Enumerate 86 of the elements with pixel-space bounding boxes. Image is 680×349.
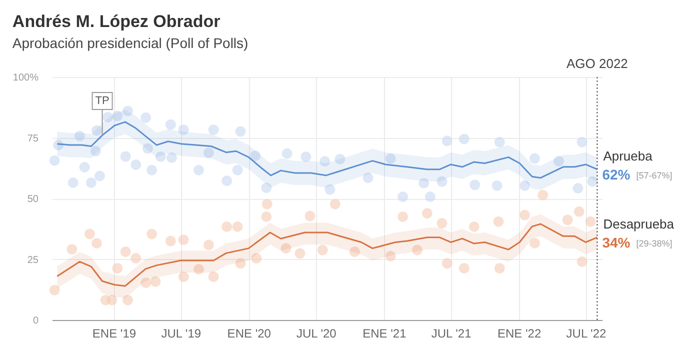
y-tick-label: 75	[27, 133, 39, 144]
point	[294, 248, 306, 259]
point	[208, 124, 219, 135]
point	[84, 228, 95, 240]
point	[398, 211, 408, 222]
point	[94, 170, 105, 182]
point	[282, 148, 292, 159]
point	[317, 244, 328, 256]
x-tick-label: ENE '19	[92, 326, 136, 340]
point	[300, 151, 312, 162]
point	[529, 153, 540, 164]
x-tick-label: JUL '22	[566, 326, 606, 340]
point	[470, 180, 480, 190]
point	[140, 112, 152, 123]
point	[106, 294, 118, 306]
point	[572, 183, 584, 194]
point	[458, 263, 470, 274]
point	[112, 263, 123, 274]
data-label: 62% [57-67%]	[602, 166, 672, 182]
y-tick-label: 0	[32, 316, 39, 326]
point	[79, 162, 90, 172]
point	[165, 236, 176, 246]
point	[458, 134, 470, 144]
annotation: TP	[95, 95, 110, 107]
point	[49, 155, 60, 166]
point	[120, 151, 131, 162]
point	[130, 159, 142, 170]
point	[232, 221, 243, 232]
point	[574, 206, 584, 217]
series-label: Aprueba	[603, 148, 654, 164]
point	[86, 177, 96, 188]
point	[66, 244, 78, 255]
point	[330, 198, 340, 210]
chart-title: Andrés M. López Obrador	[12, 12, 221, 31]
point	[68, 177, 78, 188]
point	[146, 228, 158, 240]
x-tick-label: JUL '20	[296, 326, 337, 340]
point	[422, 208, 432, 219]
point	[436, 218, 448, 229]
point	[208, 272, 219, 282]
point	[520, 210, 530, 220]
x-tick-label: ENE '20	[227, 326, 272, 340]
point	[492, 180, 502, 191]
point	[120, 246, 131, 257]
point	[261, 211, 272, 222]
point	[193, 164, 204, 176]
point	[203, 240, 214, 250]
point	[91, 238, 102, 248]
data-label: 34% [29-38%]	[602, 234, 672, 250]
point	[235, 126, 246, 137]
point	[538, 190, 548, 200]
point	[304, 210, 316, 222]
point	[262, 198, 272, 210]
x-tick-label: JUL '19	[161, 326, 202, 340]
line-series	[56, 223, 598, 287]
point	[576, 256, 588, 267]
point	[232, 164, 243, 176]
y-tick-label: 100%	[12, 72, 39, 84]
point	[576, 136, 588, 148]
point	[165, 119, 176, 130]
point	[130, 253, 142, 264]
point	[493, 216, 504, 227]
y-tick-label: 50	[27, 194, 39, 205]
point	[146, 164, 158, 176]
y-tick-label: 25	[27, 254, 39, 266]
x-tick-label: ENE '22	[498, 326, 542, 340]
x-tick-label: ENE '21	[362, 326, 407, 340]
point	[222, 221, 232, 232]
point	[222, 176, 232, 186]
point	[529, 238, 540, 248]
point	[398, 192, 408, 202]
point	[494, 136, 505, 148]
point	[49, 284, 60, 296]
point	[178, 272, 189, 282]
point	[178, 234, 189, 246]
x-tick-label: JUL '21	[431, 326, 472, 340]
point	[494, 263, 505, 274]
ref-line-label: AGO 2022	[566, 56, 628, 71]
point	[442, 136, 452, 146]
point	[424, 192, 436, 202]
chart-subtitle: Aprobación presidencial (Poll of Polls)	[12, 35, 248, 51]
point	[442, 258, 452, 269]
series-label: Desaprueba	[603, 216, 675, 232]
point	[585, 216, 596, 227]
point	[468, 221, 480, 232]
point	[562, 214, 573, 226]
